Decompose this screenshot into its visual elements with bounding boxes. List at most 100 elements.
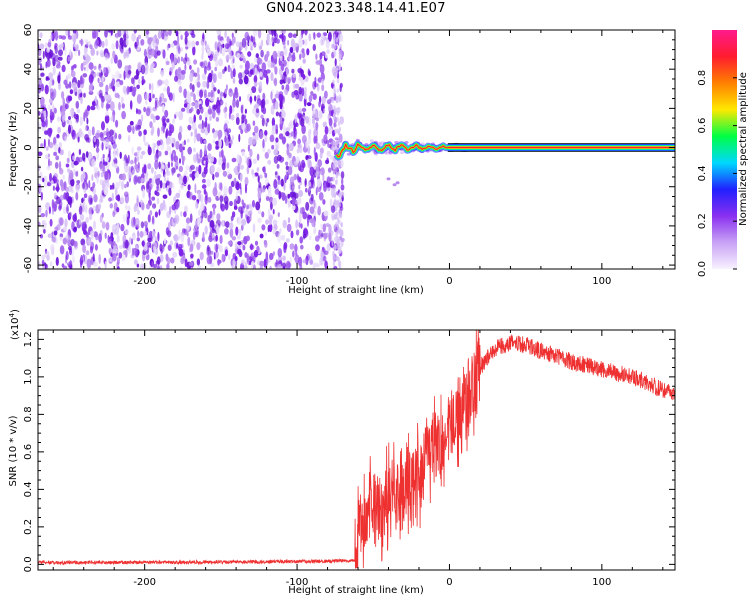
noise-blob [171,143,174,148]
noise-blob [143,106,147,113]
noise-blob [245,60,250,71]
noise-blob [307,68,310,76]
noise-blob [258,42,262,52]
noise-blob [336,88,339,93]
noise-blob [97,170,100,178]
noise-blob [111,252,117,262]
noise-blob [241,123,246,131]
noise-blob [154,190,158,196]
noise-blob [49,160,53,166]
y-tick-label: 0 [23,144,34,150]
noise-blob [318,58,323,67]
noise-blob [231,32,234,39]
noise-blob [193,154,197,163]
noise-blob [151,83,154,91]
noise-blob [306,102,312,107]
noise-blob [252,135,257,146]
spectrogram-x-axis-label: Height of straight line (km) [288,285,424,296]
noise-blob [340,237,345,242]
noise-blob [65,103,69,110]
noise-blob [329,182,333,189]
noise-blob [110,116,114,122]
noise-blob [295,251,298,256]
noise-blob [295,156,300,163]
noise-blob [241,199,244,206]
noise-blob [159,180,163,189]
noise-blob [179,266,183,269]
noise-blob [228,222,234,230]
noise-blob [333,122,336,128]
noise-blob [166,180,170,186]
noise-blob [42,177,45,183]
noise-blob [183,228,188,235]
noise-blob [335,179,338,185]
noise-blob [266,75,269,85]
noise-blob [301,87,305,97]
noise-blob [292,83,296,90]
noise-blob [338,126,342,132]
snr-content [38,330,675,569]
noise-blob [91,158,96,168]
noise-blob [325,39,330,49]
noise-blob [153,143,157,148]
noise-blob [147,214,151,223]
noise-blob [42,50,45,60]
noise-blob [207,108,213,115]
noise-blob [160,69,164,78]
noise-blob [326,140,330,145]
noise-blob [294,117,297,124]
x-tick-label: 100 [592,276,611,287]
noise-blob [204,144,207,155]
noise-blob [112,182,115,189]
noise-blob [76,108,81,114]
y-tick-label: 40 [23,63,34,76]
noise-blob [203,89,207,99]
noise-blob [285,238,290,243]
noise-blob [184,35,188,46]
noise-blob [257,81,260,86]
noise-blob [80,166,84,172]
noise-blob [106,94,111,101]
noise-blob [59,194,65,201]
noise-blob [222,219,225,228]
noise-blob [194,127,198,138]
noise-blob [324,90,328,99]
noise-blob [48,38,52,49]
noise-blob [151,215,155,225]
noise-blob [281,262,287,269]
noise-blob [39,63,43,71]
noise-blob [179,158,181,164]
noise-blob [262,106,267,115]
noise-blob [339,197,342,203]
y-tick-label: 20 [23,102,34,115]
noise-blob [219,72,223,80]
noise-blob [126,216,130,226]
noise-blob [43,219,47,227]
transition-tone-layer [336,143,468,158]
noise-blob [114,92,120,99]
noise-blob [58,49,63,57]
noise-blob [246,204,250,210]
noise-blob [194,172,199,178]
noise-blob [172,92,175,103]
noise-blob [104,30,108,38]
noise-blob [335,200,339,206]
noise-blob [53,88,57,99]
noise-blob [263,166,266,175]
noise-blob [275,144,278,154]
noise-blob [271,98,277,104]
noise-blob [294,243,298,253]
noise-blob [200,202,205,211]
noise-blob [326,176,331,186]
noise-blob [154,153,159,162]
noise-blob [152,203,157,209]
noise-blob [298,86,303,95]
noise-blob [235,226,239,236]
noise-blob [308,95,313,103]
noise-blob [207,48,211,56]
noise-blob [315,166,320,172]
noise-blob [289,46,294,54]
noise-blob [336,256,339,262]
noise-blob [99,93,103,98]
